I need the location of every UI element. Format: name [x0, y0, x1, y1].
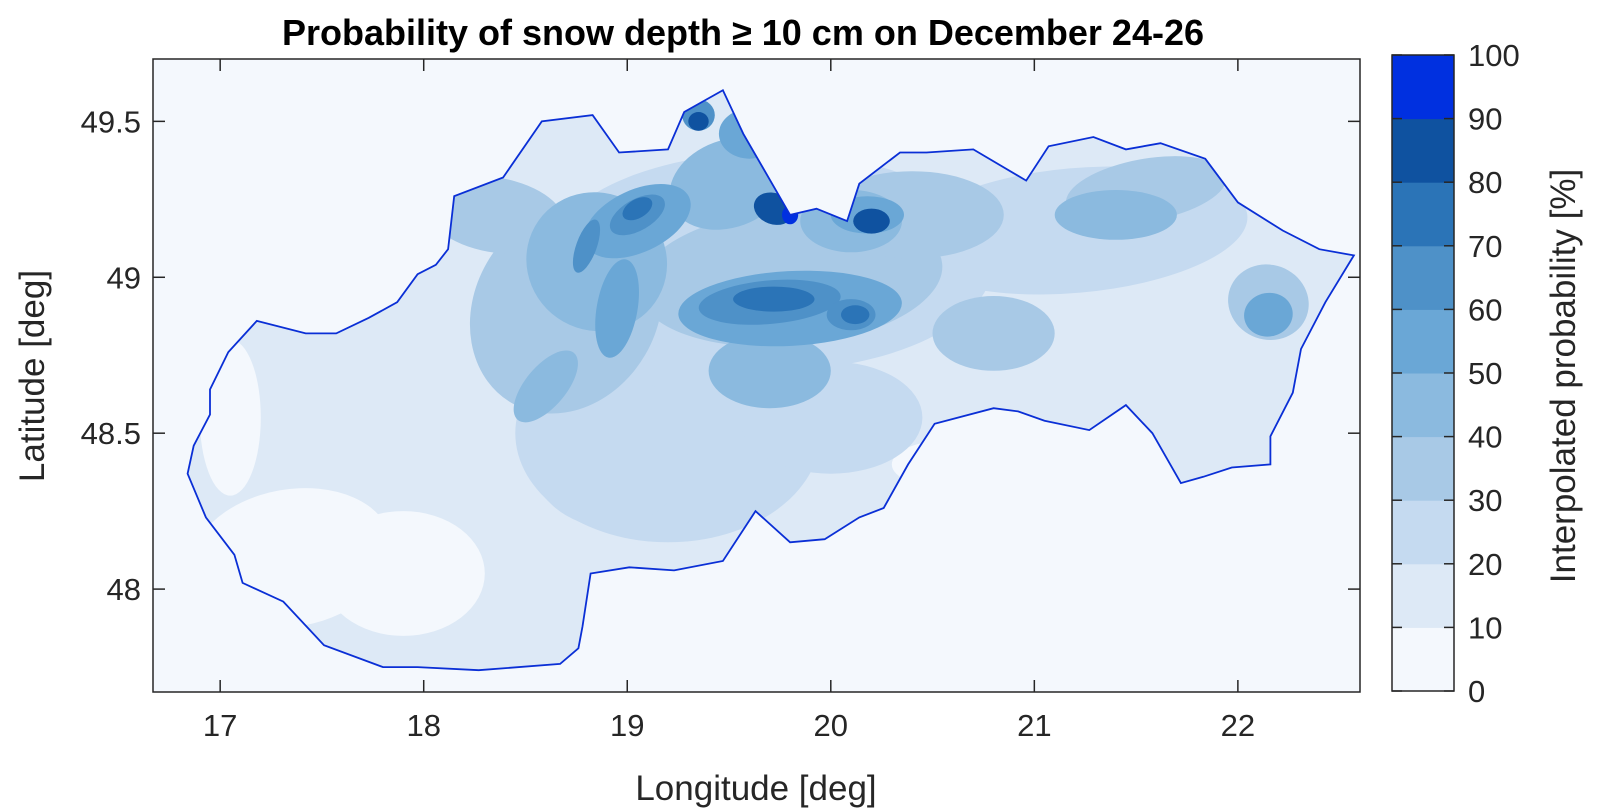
- colorbar-tick-label: 20: [1468, 547, 1502, 582]
- probability-zone: [1054, 190, 1177, 240]
- colorbar-segment: [1392, 118, 1454, 183]
- probability-zone: [932, 296, 1055, 371]
- colorbar-segment: [1392, 182, 1454, 247]
- colorbar-tick-label: 30: [1468, 483, 1502, 518]
- probability-zone: [733, 286, 815, 312]
- colorbar-segment: [1392, 245, 1454, 310]
- colorbar-segment: [1392, 436, 1454, 501]
- colorbar-tick-label: 10: [1468, 610, 1502, 645]
- probability-zone: [424, 176, 566, 254]
- probability-zone: [853, 208, 890, 234]
- x-tick-label: 21: [1017, 708, 1051, 743]
- probability-zone: [513, 350, 578, 423]
- y-tick-label: 49: [107, 260, 141, 295]
- colorbar-tick-label: 70: [1468, 229, 1502, 264]
- colorbar-tick-label: 60: [1468, 292, 1502, 327]
- x-tick-label: 22: [1221, 708, 1255, 743]
- probability-zone: [595, 259, 639, 358]
- colorbar-tick-label: 0: [1468, 674, 1485, 709]
- colorbar-tick-label: 90: [1468, 102, 1502, 137]
- map-title: Probability of snow depth ≥ 10 cm on Dec…: [282, 12, 1204, 53]
- colorbar-segment: [1392, 500, 1454, 565]
- probability-zone: [322, 511, 485, 636]
- colorbar-segment: [1392, 309, 1454, 374]
- probability-zone: [622, 197, 653, 221]
- y-axis-label: Latitude [deg]: [13, 270, 52, 482]
- colorbar-tick-label: 80: [1468, 165, 1502, 200]
- colorbar-tick-label: 100: [1468, 38, 1520, 73]
- plot-frame: [152, 58, 1361, 693]
- colorbar-segment: [1392, 55, 1454, 120]
- probability-zone: [1244, 292, 1293, 337]
- x-tick-label: 17: [203, 708, 237, 743]
- probability-zone: [708, 333, 831, 409]
- colorbar-segment: [1392, 563, 1454, 628]
- plot-area: 17 18 19 20 21 22 48 48.5 49 49.5: [81, 58, 1361, 743]
- y-tick-label: 48: [107, 572, 141, 607]
- country-border: [186, 88, 1356, 672]
- x-axis: 17 18 19 20 21 22: [203, 59, 1255, 743]
- y-tick-label: 49.5: [81, 104, 141, 139]
- y-axis: 48 48.5 49 49.5: [81, 104, 1360, 607]
- y-tick-label: 48.5: [81, 416, 141, 451]
- probability-zone: [841, 305, 870, 325]
- x-tick-label: 20: [814, 708, 848, 743]
- colorbar-segment: [1392, 373, 1454, 438]
- x-tick-label: 19: [610, 708, 644, 743]
- colorbar-tick-label: 50: [1468, 356, 1502, 391]
- x-tick-label: 18: [406, 708, 440, 743]
- colorbar-tick-label: 40: [1468, 420, 1502, 455]
- probability-zone: [572, 219, 601, 273]
- colorbar-segment: [1392, 627, 1454, 692]
- x-axis-label: Longitude [deg]: [635, 769, 876, 808]
- colorbar: 0 10 20 30 40 50 60 70 80 90 100: [1391, 38, 1520, 709]
- colorbar-label: Interpolated probability [%]: [1544, 169, 1583, 583]
- probability-zone: [688, 112, 709, 131]
